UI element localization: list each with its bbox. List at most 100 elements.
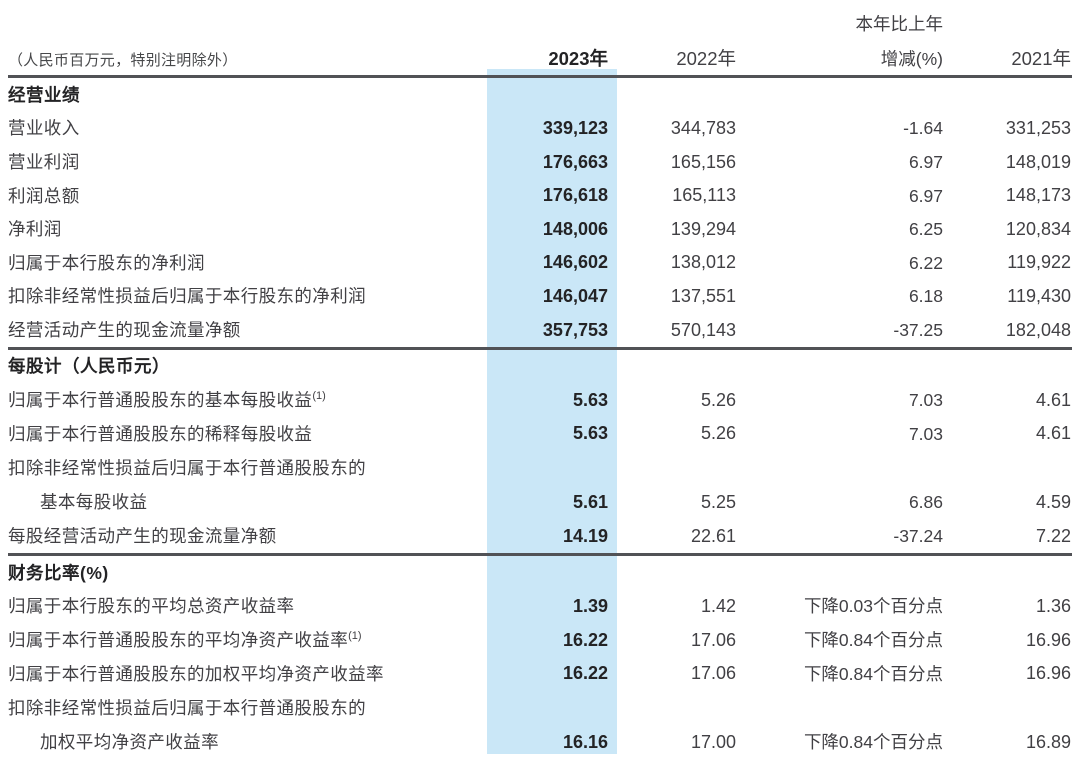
- cell-change: 6.22: [908, 252, 943, 273]
- cell-2023: 16.22: [562, 663, 608, 684]
- table-row-wrapped-line1: 扣除非经常性损益后归属于本行普通股股东的: [0, 691, 1080, 726]
- footnote-marker: (1): [312, 390, 326, 403]
- cell-2021: 4.61: [1035, 423, 1071, 444]
- header-col-2021: 2021年: [1011, 47, 1071, 69]
- cell-2022: 139,294: [670, 218, 736, 239]
- cell-2022: 570,143: [670, 319, 736, 340]
- cell-change: 下降0.84个百分点: [803, 732, 943, 753]
- row-label: 经营活动产生的现金流量净额: [8, 319, 241, 340]
- table-row: 归属于本行股东的平均总资产收益率 1.39 1.42 下降0.03个百分点 1.…: [0, 590, 1080, 624]
- table-row: 营业收入 339,123 344,783 -1.64 331,253: [0, 112, 1080, 146]
- cell-2022: 1.42: [700, 596, 736, 617]
- table-row: 归属于本行股东的净利润 146,602 138,012 6.22 119,922: [0, 246, 1080, 280]
- cell-2022: 17.06: [690, 629, 736, 650]
- cell-2022: 5.26: [700, 423, 736, 444]
- table-row: 扣除非经常性损益后归属于本行股东的净利润 146,047 137,551 6.1…: [0, 280, 1080, 314]
- cell-2023: 148,006: [542, 218, 608, 239]
- cell-2023: 1.39: [572, 596, 608, 617]
- cell-change: 下降0.84个百分点: [803, 630, 943, 651]
- cell-2023: 5.63: [572, 389, 608, 410]
- row-label: 每股经营活动产生的现金流量净额: [8, 526, 277, 547]
- cell-2021: 119,430: [1007, 286, 1071, 307]
- cell-2021: 1.36: [1035, 596, 1071, 617]
- cell-2023: 5.61: [572, 491, 608, 512]
- cell-2021: 148,173: [1005, 185, 1071, 206]
- row-label-text: 归属于本行普通股股东的基本每股收益: [8, 390, 313, 411]
- cell-2021: 182,048: [1005, 319, 1071, 340]
- header-rule: [8, 75, 1072, 78]
- row-label-text: 归属于本行普通股股东的平均净资产收益率: [8, 630, 349, 651]
- cell-2021: 120,834: [1005, 218, 1071, 239]
- section-title: 财务比率(%): [8, 562, 109, 583]
- section-divider-rule: [8, 553, 1072, 557]
- cell-2023: 16.16: [562, 731, 608, 752]
- table-row: 每股经营活动产生的现金流量净额 14.19 22.61 -37.24 7.22: [0, 520, 1080, 554]
- cell-change: -37.25: [893, 319, 943, 340]
- table-row: 归属于本行普通股股东的稀释每股收益 5.63 5.26 7.03 4.61: [0, 417, 1080, 451]
- row-label-continued: 加权平均净资产收益率: [40, 732, 219, 753]
- cell-2021: 16.89: [1025, 731, 1071, 752]
- cell-change: 6.18: [908, 286, 943, 307]
- highlight-column-2023: [487, 69, 617, 754]
- row-label: 营业利润: [8, 151, 80, 172]
- section-title: 经营业绩: [8, 84, 80, 105]
- cell-change: 下降0.03个百分点: [803, 596, 943, 617]
- row-label: 扣除非经常性损益后归属于本行普通股股东的: [8, 697, 366, 718]
- cell-2022: 5.25: [700, 491, 736, 512]
- cell-change: 7.03: [908, 423, 943, 444]
- cell-2023: 146,602: [542, 252, 608, 273]
- cell-2023: 16.22: [562, 629, 608, 650]
- header-col-2022: 2022年: [676, 47, 736, 69]
- table-row: 归属于本行普通股股东的基本每股收益(1) 5.63 5.26 7.03 4.61: [0, 383, 1080, 417]
- cell-2023: 357,753: [542, 319, 608, 340]
- cell-2022: 5.26: [700, 389, 736, 410]
- row-label: 归属于本行普通股股东的基本每股收益(1): [0, 390, 495, 410]
- row-label-continued: 基本每股收益: [40, 492, 148, 513]
- cell-2023: 146,047: [542, 286, 608, 307]
- section-title-row: 财务比率(%): [0, 556, 1080, 590]
- cell-2022: 17.00: [690, 731, 736, 752]
- cell-2022: 165,113: [672, 185, 736, 206]
- table-row: 经营活动产生的现金流量净额 357,753 570,143 -37.25 182…: [0, 313, 1080, 347]
- section-title: 每股计（人民币元）: [8, 356, 170, 377]
- row-label: 归属于本行股东的平均总资产收益率: [8, 596, 295, 617]
- cell-2023: 339,123: [542, 118, 608, 139]
- cell-2022: 137,551: [670, 286, 736, 307]
- cell-2021: 331,253: [1005, 118, 1071, 139]
- cell-2021: 16.96: [1025, 663, 1071, 684]
- cell-change: 7.03: [908, 390, 943, 411]
- cell-change: 下降0.84个百分点: [803, 663, 943, 684]
- row-label: 归属于本行普通股股东的加权平均净资产收益率: [8, 663, 384, 684]
- cell-2022: 17.06: [690, 663, 736, 684]
- table-row: 归属于本行普通股股东的平均净资产收益率(1) 16.22 17.06 下降0.8…: [0, 623, 1080, 657]
- cell-change: 6.97: [908, 151, 943, 172]
- row-label: 归属于本行股东的净利润: [8, 252, 205, 273]
- cell-2022: 138,012: [670, 252, 736, 273]
- cell-2021: 4.59: [1035, 491, 1071, 512]
- table-row: 营业利润 176,663 165,156 6.97 148,019: [0, 145, 1080, 179]
- row-label: 归属于本行普通股股东的平均净资产收益率(1): [0, 630, 495, 650]
- table-row: 归属于本行普通股股东的加权平均净资产收益率 16.22 17.06 下降0.84…: [0, 657, 1080, 691]
- header-change-line2: 增减(%): [880, 48, 943, 69]
- cell-change: -1.64: [903, 118, 943, 139]
- row-label: 扣除非经常性损益后归属于本行普通股股东的: [8, 457, 366, 478]
- cell-2021: 119,922: [1007, 252, 1071, 273]
- cell-change: 6.86: [908, 492, 943, 513]
- section-divider-rule: [8, 346, 1072, 350]
- header-col-2023: 2023年: [548, 47, 608, 69]
- cell-2021: 16.96: [1025, 629, 1071, 650]
- row-label: 净利润: [8, 219, 62, 240]
- table-row-wrapped-line2: 加权平均净资产收益率 16.16 17.00 下降0.84个百分点 16.89: [0, 725, 1080, 759]
- cell-2021: 4.61: [1035, 389, 1071, 410]
- unit-note: （人民币百万元，特别注明除外）: [8, 51, 238, 69]
- cell-change: 6.97: [908, 185, 943, 206]
- cell-2022: 165,156: [670, 151, 736, 172]
- row-label: 营业收入: [8, 118, 80, 139]
- row-label: 扣除非经常性损益后归属于本行股东的净利润: [8, 286, 366, 307]
- table-row-wrapped-line2: 基本每股收益 5.61 5.25 6.86 4.59: [0, 485, 1080, 520]
- row-label: 利润总额: [8, 185, 80, 206]
- table-header-line1: 本年比上年: [0, 0, 1080, 37]
- footnote-marker: (1): [348, 630, 362, 643]
- cell-2021: 7.22: [1035, 525, 1071, 546]
